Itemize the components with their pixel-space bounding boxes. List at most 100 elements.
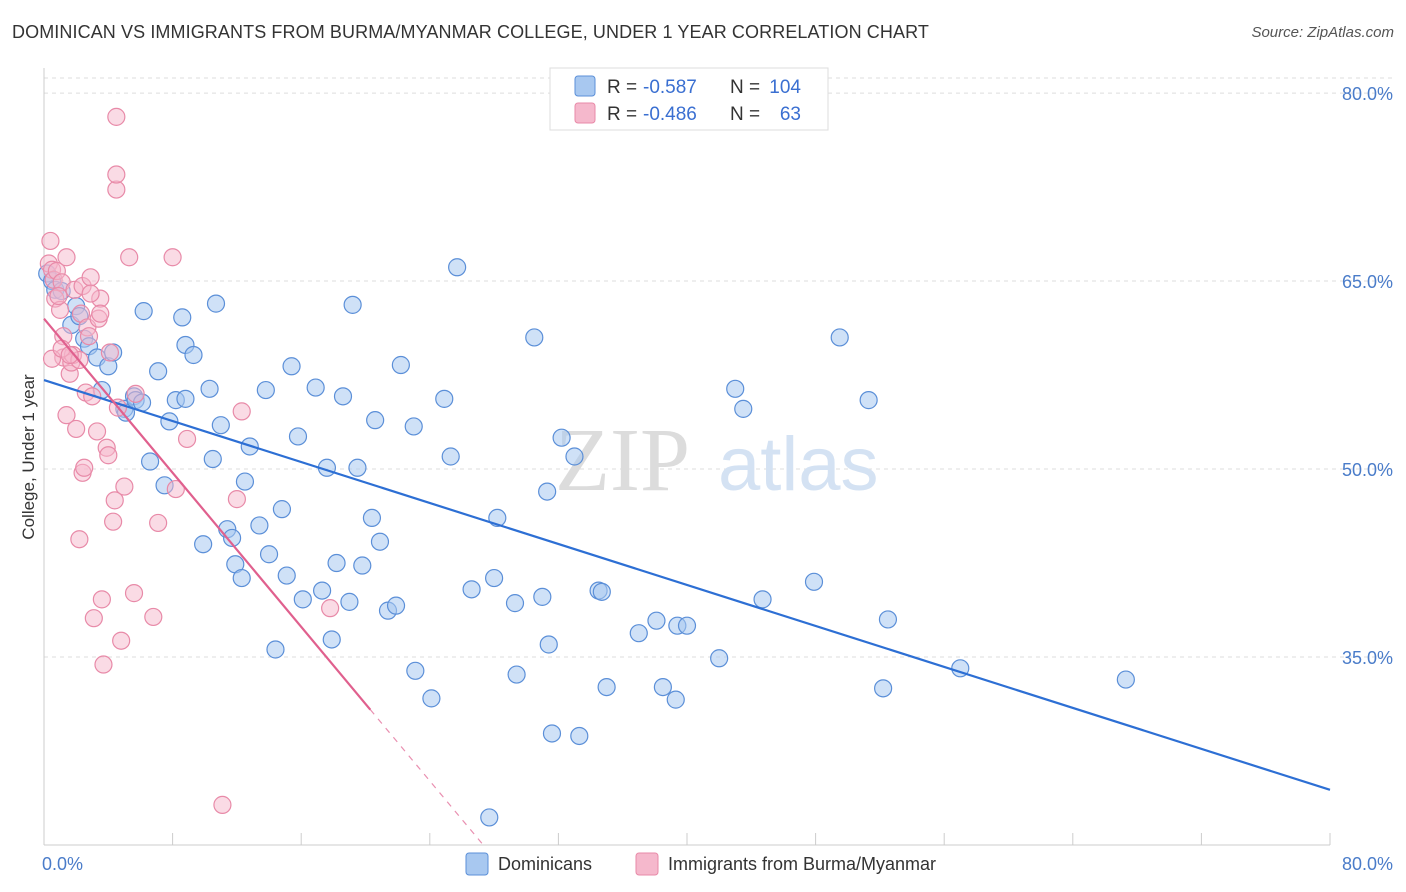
dominicans-point <box>878 610 898 629</box>
burma-point <box>115 477 134 496</box>
dominicans-point <box>211 416 230 435</box>
burma-point <box>144 607 163 627</box>
legend-n-label-2: N = <box>730 104 760 125</box>
burma-point <box>177 429 197 449</box>
burma-point <box>81 268 100 287</box>
dominicans-point <box>404 417 423 436</box>
burma-point <box>321 599 340 618</box>
burma-point <box>57 248 76 267</box>
y-tick-label: 80.0% <box>1342 84 1393 104</box>
dominicans-point <box>366 411 385 430</box>
dominicans-point <box>386 596 406 615</box>
burma-point <box>112 631 131 650</box>
dominicans-point <box>343 295 362 314</box>
dominicans-point <box>293 590 312 609</box>
dominicans-point <box>406 661 425 680</box>
dominicans-point <box>565 447 584 466</box>
burma-point <box>163 248 182 267</box>
dominicans-point <box>391 355 410 375</box>
dominicans-point <box>370 532 390 551</box>
bottom-legend-dominicans: Dominicans <box>498 854 592 874</box>
dominicans-point <box>259 545 279 564</box>
dominicans-point <box>306 378 325 397</box>
dominicans-point <box>348 458 367 477</box>
dominicans-point <box>830 328 849 347</box>
dominicans-point <box>206 294 226 313</box>
legend-n-label-1: N = <box>730 77 760 98</box>
dominicans-point <box>666 690 685 709</box>
legend-swatch-pink <box>574 102 596 124</box>
dominicans-point <box>859 391 878 410</box>
dominicans-point <box>327 553 346 573</box>
legend-r-label-2: R = <box>607 104 637 125</box>
dominicans-point <box>232 568 251 588</box>
burma-point <box>232 402 251 421</box>
dominicans-point <box>160 412 179 431</box>
burma-point <box>124 584 144 603</box>
legend-r-label-1: R = <box>607 77 637 98</box>
legend-swatch-blue <box>574 75 596 97</box>
burma-point <box>87 422 107 441</box>
x-tick-label-min: 0.0% <box>42 854 83 874</box>
bottom-legend-swatch-dominicans <box>465 852 489 876</box>
burma-point <box>104 512 123 531</box>
dominicans-point <box>448 258 467 277</box>
burma-point <box>79 327 99 346</box>
dominicans-point <box>149 362 168 381</box>
dominicans-point <box>570 726 589 746</box>
burma-point <box>84 609 103 628</box>
dominicans-point <box>539 635 558 654</box>
dominicans-point <box>194 535 213 554</box>
dominicans-point <box>485 568 504 588</box>
burma-point <box>60 345 79 365</box>
burma-point <box>227 490 246 509</box>
burma-trend-line <box>43 317 372 711</box>
chart-title: DOMINICAN VS IMMIGRANTS FROM BURMA/MYANM… <box>12 22 929 42</box>
dominicans-point <box>235 472 255 491</box>
burma-point <box>75 458 94 477</box>
burma-point <box>107 107 126 126</box>
burma-point <box>91 304 110 323</box>
burma-point <box>120 248 139 267</box>
dominicans-point <box>282 357 301 376</box>
burma-point <box>105 491 124 510</box>
burma-point <box>166 479 185 499</box>
burma-point <box>81 284 100 303</box>
bottom-legend-burma: Immigrants from Burma/Myanmar <box>668 854 936 874</box>
dominicans-point <box>256 380 275 400</box>
dominicans-point <box>134 302 153 321</box>
dominicans-point <box>353 556 372 575</box>
dominicans-point <box>288 427 308 446</box>
burma-point <box>126 384 145 403</box>
dominicans-point <box>597 677 616 697</box>
dominicans-point <box>1116 670 1135 689</box>
legend-n-value-2: 63 <box>780 104 801 125</box>
dominicans-point <box>629 624 648 643</box>
burma-point <box>41 231 60 251</box>
dominicans-point <box>647 611 666 630</box>
burma-point <box>107 165 126 184</box>
burma-point <box>70 530 89 549</box>
dominicans-point <box>173 308 192 327</box>
y-tick-label: 50.0% <box>1342 460 1393 480</box>
burma-point <box>99 446 118 465</box>
legend-frame <box>549 67 829 131</box>
x-tick-label-max: 80.0% <box>1342 854 1393 874</box>
dominicans-point <box>250 516 269 535</box>
dominicans-point <box>184 345 203 365</box>
dominicans-point <box>592 582 611 601</box>
dominicans-point <box>340 592 359 611</box>
legend-r-value-1: -0.587 <box>643 77 697 98</box>
dominicans-point <box>505 594 525 613</box>
burma-point <box>92 590 111 609</box>
legend-n-value-1: 104 <box>769 77 801 98</box>
watermark-atlas: atlas <box>718 422 879 507</box>
dominicans-point <box>266 640 285 659</box>
dominicans-point <box>874 679 893 698</box>
dominicans-point <box>480 808 499 827</box>
dominicans-point <box>333 387 353 406</box>
dominicans-point <box>200 379 219 398</box>
dominicans-trend-line <box>43 379 1331 791</box>
source-label: Source: ZipAtlas.com <box>1251 24 1394 41</box>
dominicans-point <box>312 581 332 600</box>
